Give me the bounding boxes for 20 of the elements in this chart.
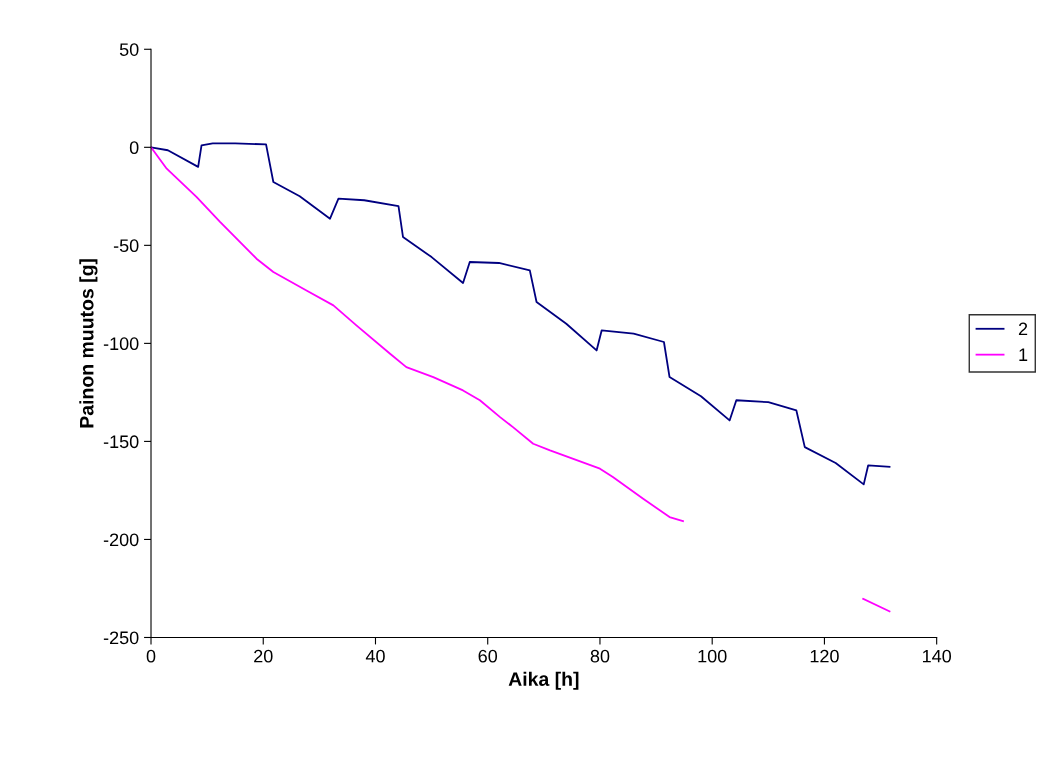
y-tick-label: -50	[113, 239, 139, 253]
x-tick-label: 20	[254, 649, 273, 663]
x-tick-label: 60	[478, 649, 498, 663]
x-tick-label: 120	[810, 649, 839, 663]
x-tick-label: 80	[590, 649, 610, 663]
x-tick-label: 0	[146, 649, 156, 663]
y-tick-label: -150	[103, 435, 139, 449]
y-tick-label: -200	[103, 533, 139, 547]
legend-label: 2	[1018, 322, 1028, 336]
y-tick-label: -250	[103, 631, 139, 645]
legend-label: 1	[1019, 348, 1028, 361]
x-tick-label: 140	[922, 649, 952, 663]
y-tick-label: 0	[129, 141, 139, 155]
x-axis-title: Aika [h]	[508, 671, 579, 690]
x-tick-label: 100	[698, 649, 727, 663]
y-tick-label: -100	[103, 337, 139, 351]
y-tick-label: 50	[119, 43, 139, 56]
y-axis-title: Painon muutos [g]	[79, 259, 98, 428]
x-tick-label: 40	[365, 649, 385, 663]
line-series	[151, 142, 891, 486]
